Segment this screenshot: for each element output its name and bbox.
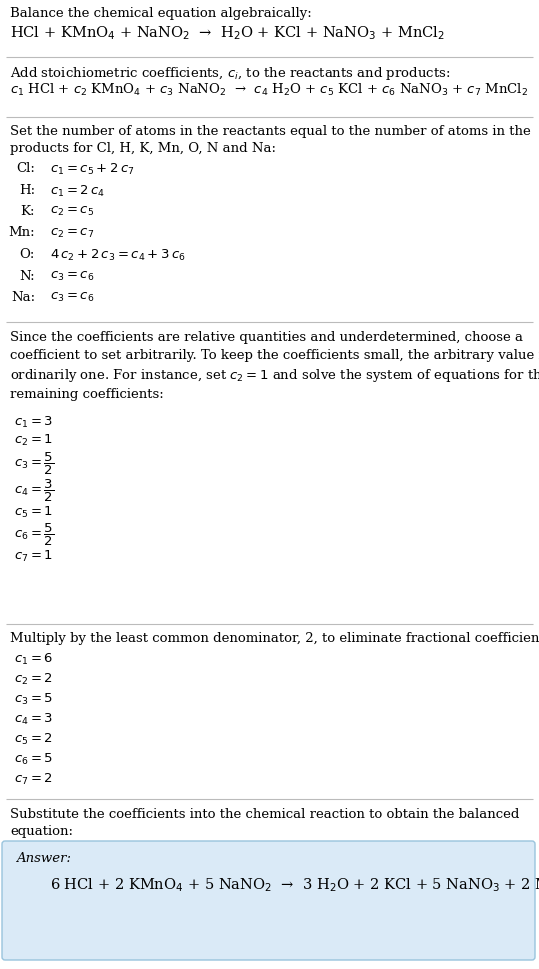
Text: Answer:: Answer: [16,851,71,864]
Text: HCl + KMnO$_4$ + NaNO$_2$  →  H$_2$O + KCl + NaNO$_3$ + MnCl$_2$: HCl + KMnO$_4$ + NaNO$_2$ → H$_2$O + KCl… [10,24,445,42]
Text: Multiply by the least common denominator, 2, to eliminate fractional coefficient: Multiply by the least common denominator… [10,632,539,644]
Text: $c_1 = 3$: $c_1 = 3$ [14,415,53,429]
Text: $c_2 = c_7$: $c_2 = c_7$ [50,227,94,239]
Text: $c_1$ HCl + $c_2$ KMnO$_4$ + $c_3$ NaNO$_2$  →  $c_4$ H$_2$O + $c_5$ KCl + $c_6$: $c_1$ HCl + $c_2$ KMnO$_4$ + $c_3$ NaNO$… [10,82,528,98]
Text: $c_1 = 2\,c_4$: $c_1 = 2\,c_4$ [50,183,105,199]
Text: Add stoichiometric coefficients, $c_i$, to the reactants and products:: Add stoichiometric coefficients, $c_i$, … [10,65,451,82]
Text: $c_2 = 2$: $c_2 = 2$ [14,672,53,686]
Text: 6 HCl + 2 KMnO$_4$ + 5 NaNO$_2$  →  3 H$_2$O + 2 KCl + 5 NaNO$_3$ + 2 MnCl$_2$: 6 HCl + 2 KMnO$_4$ + 5 NaNO$_2$ → 3 H$_2… [50,875,539,892]
Text: $c_3 = c_6$: $c_3 = c_6$ [50,291,94,304]
Text: $c_4 = 3$: $c_4 = 3$ [14,711,53,727]
Text: Substitute the coefficients into the chemical reaction to obtain the balanced
eq: Substitute the coefficients into the che… [10,807,520,837]
Text: N:: N: [19,269,35,282]
Text: $c_7 = 1$: $c_7 = 1$ [14,548,53,564]
Text: $c_6 = \dfrac{5}{2}$: $c_6 = \dfrac{5}{2}$ [14,521,54,547]
Text: Mn:: Mn: [9,227,35,239]
Text: $c_7 = 2$: $c_7 = 2$ [14,771,53,786]
FancyBboxPatch shape [2,841,535,960]
Text: O:: O: [19,248,35,261]
Text: $c_3 = 5$: $c_3 = 5$ [14,691,53,706]
Text: Balance the chemical equation algebraically:: Balance the chemical equation algebraica… [10,7,312,20]
Text: $c_5 = 1$: $c_5 = 1$ [14,505,53,519]
Text: Since the coefficients are relative quantities and underdetermined, choose a
coe: Since the coefficients are relative quan… [10,330,539,401]
Text: Na:: Na: [11,291,35,303]
Text: $c_5 = 2$: $c_5 = 2$ [14,732,53,746]
Text: Cl:: Cl: [16,162,35,174]
Text: H:: H: [19,183,35,197]
Text: $c_3 = \dfrac{5}{2}$: $c_3 = \dfrac{5}{2}$ [14,451,54,477]
Text: $c_4 = \dfrac{3}{2}$: $c_4 = \dfrac{3}{2}$ [14,478,54,504]
Text: $c_2 = c_5$: $c_2 = c_5$ [50,204,94,218]
Text: $c_6 = 5$: $c_6 = 5$ [14,751,53,766]
Text: $c_3 = c_6$: $c_3 = c_6$ [50,269,94,282]
Text: Set the number of atoms in the reactants equal to the number of atoms in the
pro: Set the number of atoms in the reactants… [10,125,531,155]
Text: K:: K: [20,204,35,218]
Text: $c_2 = 1$: $c_2 = 1$ [14,432,53,448]
Text: $c_1 = 6$: $c_1 = 6$ [14,651,53,667]
Text: $4\,c_2 + 2\,c_3 = c_4 + 3\,c_6$: $4\,c_2 + 2\,c_3 = c_4 + 3\,c_6$ [50,248,185,263]
Text: $c_1 = c_5 + 2\,c_7$: $c_1 = c_5 + 2\,c_7$ [50,162,135,177]
